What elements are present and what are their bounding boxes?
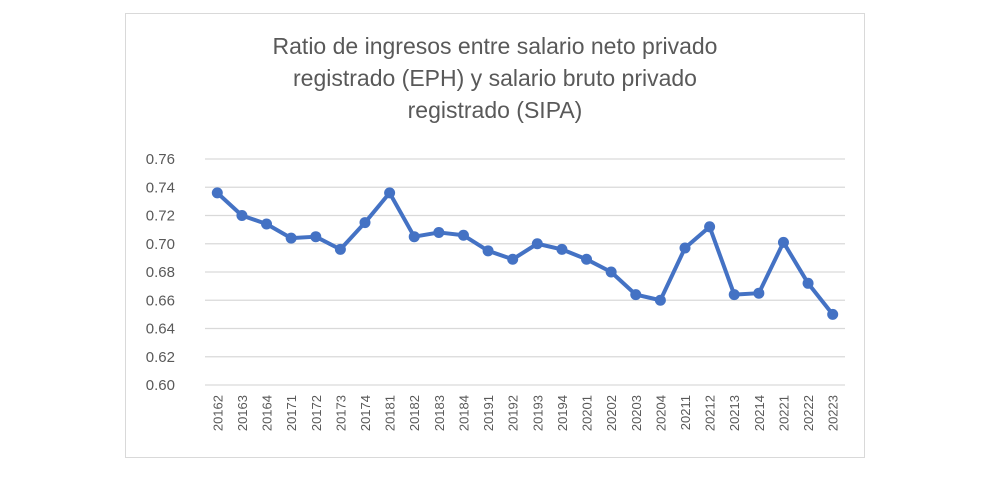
title-line: registrado (EPH) y salario bruto privado [293,65,697,91]
data-point [630,289,642,301]
data-point [211,187,223,199]
data-point [679,242,691,254]
y-tick-label: 0.68 [146,264,175,281]
x-tick-label: 20172 [309,395,324,431]
data-point [654,294,666,306]
data-point [310,231,322,243]
y-tick-label: 0.66 [146,292,175,309]
x-tick-label: 20204 [653,395,668,431]
y-tick-label: 0.70 [146,236,175,253]
x-tick-label: 20181 [383,395,398,431]
chart-title: Ratio de ingresos entre salario neto pri… [125,30,865,126]
x-tick-label: 20211 [678,395,693,430]
x-tick-label: 20173 [333,395,348,431]
x-tick-label: 20222 [801,395,816,431]
data-point [531,238,543,250]
x-tick-label: 20213 [727,395,742,431]
data-point [457,229,469,241]
x-tick-label: 20163 [235,395,250,431]
data-point [704,221,716,233]
x-tick-label: 20192 [506,395,521,431]
x-tick-label: 20171 [284,395,299,431]
data-point [802,277,814,289]
data-point [261,218,273,230]
x-tick-label: 20221 [776,395,791,431]
x-tick-label: 20183 [432,395,447,431]
data-point [433,226,445,238]
data-point [777,236,789,248]
x-tick-label: 20184 [456,395,471,431]
data-point [334,243,346,255]
x-tick-label: 20182 [407,395,422,431]
data-point [359,217,371,229]
data-point [827,308,839,320]
chart-frame [125,13,865,458]
y-tick-label: 0.72 [146,208,175,225]
data-point [728,289,740,301]
x-tick-label: 20201 [580,395,595,431]
x-tick-label: 20194 [555,395,570,431]
data-point [408,231,420,243]
x-tick-label: 20191 [481,395,496,431]
x-tick-label: 20212 [703,395,718,431]
y-tick-label: 0.76 [146,151,175,168]
x-tick-label: 20174 [358,395,373,431]
x-tick-label: 20223 [826,395,841,431]
x-tick-label: 20202 [604,395,619,431]
data-point [753,287,765,299]
x-tick-label: 20162 [210,395,225,431]
data-point [236,210,248,221]
data-point [482,245,494,257]
x-tick-label: 20214 [752,395,767,431]
y-tick-label: 0.64 [146,321,175,338]
y-tick-label: 0.60 [146,377,175,394]
data-point [285,232,297,244]
data-point [556,243,568,255]
data-point [384,187,396,199]
data-point [581,253,593,265]
y-tick-label: 0.62 [146,349,175,366]
data-point [507,253,519,265]
data-point [605,266,617,278]
x-tick-label: 20164 [260,395,275,431]
series-line [215,190,835,316]
title-line: Ratio de ingresos entre salario neto pri… [272,33,718,59]
y-tick-label: 0.74 [146,179,175,196]
x-tick-label: 20193 [530,395,545,431]
title-line: registrado (SIPA) [407,97,583,123]
x-tick-label: 20203 [629,395,644,431]
